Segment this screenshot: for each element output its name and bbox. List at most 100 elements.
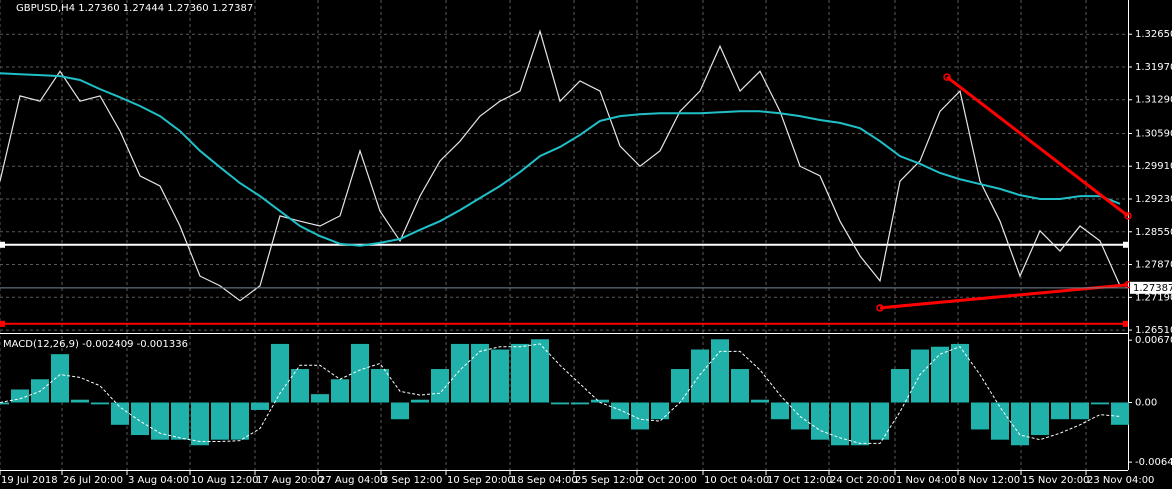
current-price-box: [1130, 281, 1172, 294]
trendline-anchor: [943, 73, 951, 81]
moving-average: [0, 72, 1121, 247]
histogram-bar: [151, 402, 169, 440]
histogram-bar: [211, 402, 229, 440]
histogram-bar: [331, 379, 349, 403]
histogram-bar: [91, 402, 109, 405]
histogram-bar: [751, 399, 769, 403]
histogram-bar: [511, 343, 529, 403]
histogram-bar: [1071, 402, 1089, 420]
histogram-bar: [911, 349, 929, 403]
y-tick-label: 0.006705: [1135, 335, 1172, 346]
histogram-bar: [791, 402, 809, 430]
level-anchor: [0, 241, 5, 248]
histogram-bar: [171, 402, 189, 440]
histogram-bar: [0, 402, 9, 405]
histogram-bar: [611, 402, 629, 420]
histogram-bar: [191, 402, 209, 446]
y-tick-label: 1.27870: [1135, 260, 1172, 271]
x-tick-label: 25 Sep 12:00: [575, 475, 642, 486]
y-tick-label: 1.31290: [1135, 95, 1172, 106]
histogram-bar: [671, 369, 689, 403]
histogram-bar: [1091, 402, 1109, 405]
trendline: [946, 75, 1129, 218]
histogram-bar: [51, 354, 69, 403]
x-tick-label: 23 Nov 04:00: [1087, 475, 1154, 486]
x-tick-label: 2 Oct 20:00: [638, 475, 697, 486]
x-tick-label: 10 Sep 20:00: [447, 475, 514, 486]
histogram-bar: [711, 339, 729, 403]
x-tick-label: 17 Oct 12:00: [767, 475, 832, 486]
histogram-bar: [431, 369, 449, 403]
level-anchor: [1123, 320, 1128, 327]
x-tick-label: 17 Aug 20:00: [256, 475, 323, 486]
signal-line: [0, 343, 1121, 444]
x-tick-label: 8 Nov 12:00: [959, 475, 1020, 486]
histogram-bar: [891, 369, 909, 403]
histogram-bar: [451, 343, 469, 403]
trendline-anchor: [1124, 212, 1132, 220]
histogram-bar: [651, 402, 669, 420]
trendline: [879, 283, 1129, 310]
histogram-bar: [291, 369, 309, 403]
histogram-bar: [311, 394, 329, 403]
chart-title: GBPUSD,H4 1.27360 1.27444 1.27360 1.2738…: [16, 3, 253, 14]
histogram-bar: [1031, 402, 1049, 436]
y-tick-label: 1.26510: [1135, 325, 1172, 336]
histogram-bar: [731, 369, 749, 403]
histogram-bar: [991, 402, 1009, 440]
histogram-bar: [871, 402, 889, 440]
histogram-bar: [71, 399, 89, 403]
histogram-bar: [591, 399, 609, 403]
x-tick-label: 10 Oct 04:00: [704, 475, 769, 486]
histogram-bar: [811, 402, 829, 440]
trendline-anchor: [876, 304, 884, 312]
indicator-title: MACD(12,26,9) -0.002409 -0.001336: [3, 339, 188, 350]
histogram-bar: [491, 349, 509, 403]
x-tick-label: 26 Jul 20:00: [63, 475, 123, 486]
current-price-label: 1.27387: [1133, 283, 1172, 294]
y-tick-label: 1.31970: [1135, 62, 1172, 73]
histogram-bar: [1111, 402, 1129, 425]
histogram-bar: [691, 349, 709, 403]
level-anchor: [1123, 241, 1128, 248]
y-tick-label: 1.29910: [1135, 161, 1172, 172]
x-tick-label: 27 Aug 04:00: [319, 475, 386, 486]
x-tick-label: 15 Nov 20:00: [1022, 475, 1089, 486]
y-tick-label: 1.28550: [1135, 227, 1172, 238]
x-tick-label: 19 Jul 2018: [1, 475, 58, 486]
histogram-bar: [391, 402, 409, 420]
x-tick-label: 1 Nov 04:00: [896, 475, 957, 486]
y-tick-label: 1.30590: [1135, 128, 1172, 139]
y-tick-label: 0.00: [1135, 398, 1157, 409]
histogram-bar: [831, 402, 849, 446]
histogram-bar: [471, 343, 489, 403]
level-anchor: [0, 320, 5, 327]
histogram-bar: [1011, 402, 1029, 446]
histogram-bar: [531, 339, 549, 403]
y-tick-label: 1.29230: [1135, 194, 1172, 205]
histogram-bar: [371, 369, 389, 403]
histogram-bar: [271, 343, 289, 403]
histogram-bar: [351, 343, 369, 403]
y-tick-label: 1.27190: [1135, 292, 1172, 303]
histogram-bar: [131, 402, 149, 436]
histogram-bar: [571, 402, 589, 405]
histogram-bar: [411, 399, 429, 403]
x-tick-label: 24 Oct 20:00: [830, 475, 895, 486]
histogram-bar: [851, 402, 869, 446]
histogram-bar: [111, 402, 129, 425]
x-tick-label: 3 Sep 12:00: [382, 475, 442, 486]
histogram-bar: [231, 402, 249, 440]
histogram-bar: [951, 343, 969, 403]
histogram-bar: [251, 402, 269, 410]
histogram-bar: [1051, 402, 1069, 420]
histogram-bar: [631, 402, 649, 430]
histogram-bar: [971, 402, 989, 430]
y-tick-label: -0.006411: [1135, 457, 1172, 468]
y-tick-label: 1.32650: [1135, 29, 1172, 40]
histogram-bar: [931, 346, 949, 403]
x-tick-label: 18 Sep 04:00: [511, 475, 578, 486]
histogram-bar: [771, 402, 789, 420]
